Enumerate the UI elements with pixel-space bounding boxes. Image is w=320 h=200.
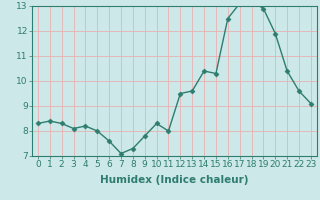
X-axis label: Humidex (Indice chaleur): Humidex (Indice chaleur)	[100, 175, 249, 185]
